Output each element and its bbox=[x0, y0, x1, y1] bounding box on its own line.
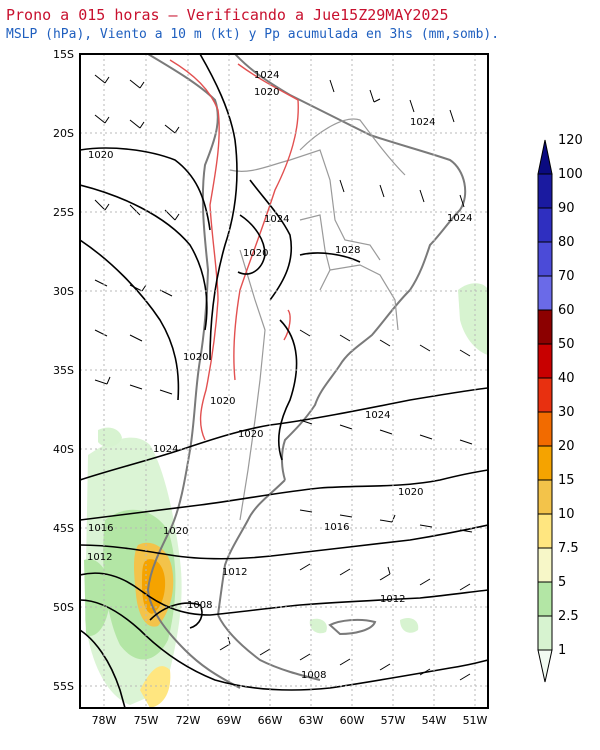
colorbar-label: 80 bbox=[558, 235, 575, 250]
colorbar-segment bbox=[537, 411, 553, 447]
isobar-label: 1024 bbox=[264, 214, 289, 225]
isobar-label: 1024 bbox=[447, 213, 472, 224]
colorbar-label: 2.5 bbox=[558, 609, 579, 624]
colorbar-segment bbox=[537, 649, 553, 683]
lat-label: 30S bbox=[53, 285, 74, 298]
wind-barbs bbox=[94, 74, 473, 681]
colorbar-label: 1 bbox=[558, 643, 566, 658]
lon-label: 66W bbox=[258, 714, 283, 727]
isobar-label: 1012 bbox=[380, 594, 405, 605]
isobar-label: 1024 bbox=[153, 444, 178, 455]
colorbar-segment bbox=[537, 581, 553, 617]
colorbar-label: 40 bbox=[558, 371, 575, 386]
lon-label: 69W bbox=[217, 714, 242, 727]
precip-colorbar: 1 2.5 5 7.5 10 15 20 30 40 50 60 70 80 90 100 120 bbox=[537, 133, 583, 683]
colorbar-segment bbox=[537, 207, 553, 243]
isobar-label: 1008 bbox=[301, 670, 326, 681]
lon-label: 51W bbox=[463, 714, 488, 727]
colorbar-label: 50 bbox=[558, 337, 575, 352]
lat-label: 15S bbox=[53, 48, 74, 61]
lon-label: 63W bbox=[299, 714, 324, 727]
lon-label: 57W bbox=[381, 714, 406, 727]
lat-label: 45S bbox=[53, 522, 74, 535]
isobar-label: 1020 bbox=[243, 248, 268, 259]
colorbar-label: 30 bbox=[558, 405, 575, 420]
colorbar-segment bbox=[537, 275, 553, 311]
latitude-labels: 15S 20S 25S 30S 35S 40S 45S 50S 55S bbox=[53, 48, 74, 693]
lat-label: 25S bbox=[53, 206, 74, 219]
isobar-label: 1020 bbox=[254, 87, 279, 98]
lon-label: 75W bbox=[134, 714, 159, 727]
lon-label: 72W bbox=[176, 714, 201, 727]
isobar-label: 1024 bbox=[365, 410, 390, 421]
colorbar-label: 90 bbox=[558, 201, 575, 216]
isobar-label: 1016 bbox=[324, 522, 349, 533]
colorbar-segment bbox=[537, 241, 553, 277]
isobar-label: 1020 bbox=[210, 396, 235, 407]
isobar-label: 1020 bbox=[88, 150, 113, 161]
colorbar-segment bbox=[537, 513, 553, 549]
isobar-label: 1008 bbox=[187, 600, 212, 611]
colorbar-label: 100 bbox=[558, 167, 583, 182]
colorbar-segment bbox=[537, 479, 553, 515]
isobar-label: 1020 bbox=[398, 487, 423, 498]
colorbar-label: 5 bbox=[558, 575, 566, 590]
colorbar-segment bbox=[537, 173, 553, 209]
lat-lon-grid bbox=[80, 54, 488, 708]
isobar-label: 1020 bbox=[183, 352, 208, 363]
isobar-label: 1016 bbox=[88, 523, 113, 534]
isobar-labels: 1024 1020 1024 1020 1024 1028 1020 1020 … bbox=[87, 70, 472, 681]
lat-label: 20S bbox=[53, 127, 74, 140]
lon-label: 54W bbox=[422, 714, 447, 727]
plot-frame bbox=[79, 53, 489, 709]
lat-label: 40S bbox=[53, 443, 74, 456]
map-title: Prono a 015 horas — Verificando a Jue15Z… bbox=[6, 6, 449, 24]
isobar-label: 1012 bbox=[87, 552, 112, 563]
longitude-labels: 78W 75W 72W 69W 66W 63W 60W 57W 54W 51W bbox=[92, 714, 488, 727]
colorbar-segment bbox=[537, 445, 553, 481]
lon-label: 78W bbox=[92, 714, 117, 727]
isobar-label: 1020 bbox=[238, 429, 263, 440]
isobar-label: 1024 bbox=[254, 70, 279, 81]
colorbar-label: 15 bbox=[558, 473, 575, 488]
isobar-label: 1028 bbox=[335, 245, 360, 256]
colorbar-segment bbox=[537, 547, 553, 583]
colorbar-segment bbox=[537, 309, 553, 345]
lat-label: 55S bbox=[53, 680, 74, 693]
lat-label: 35S bbox=[53, 364, 74, 377]
colorbar-label: 20 bbox=[558, 439, 575, 454]
colorbar-label: 120 bbox=[558, 133, 583, 148]
colorbar-label: 60 bbox=[558, 303, 575, 318]
colorbar-segment bbox=[537, 343, 553, 379]
country-borders bbox=[229, 118, 406, 521]
colorbar-segment bbox=[537, 615, 553, 651]
colorbar-label: 70 bbox=[558, 269, 575, 284]
map-subtitle: MSLP (hPa), Viento a 10 m (kt) y Pp acum… bbox=[6, 27, 500, 42]
isobar-label: 1024 bbox=[410, 117, 435, 128]
lat-label: 50S bbox=[53, 601, 74, 614]
colorbar-label: 7.5 bbox=[558, 541, 579, 556]
colorbar-label: 10 bbox=[558, 507, 575, 522]
lon-label: 60W bbox=[340, 714, 365, 727]
colorbar-segment bbox=[537, 377, 553, 413]
isobar-label: 1020 bbox=[163, 526, 188, 537]
high-pressure-contours-red bbox=[169, 59, 299, 441]
colorbar-segment bbox=[537, 139, 553, 175]
isobar-label: 1012 bbox=[222, 567, 247, 578]
